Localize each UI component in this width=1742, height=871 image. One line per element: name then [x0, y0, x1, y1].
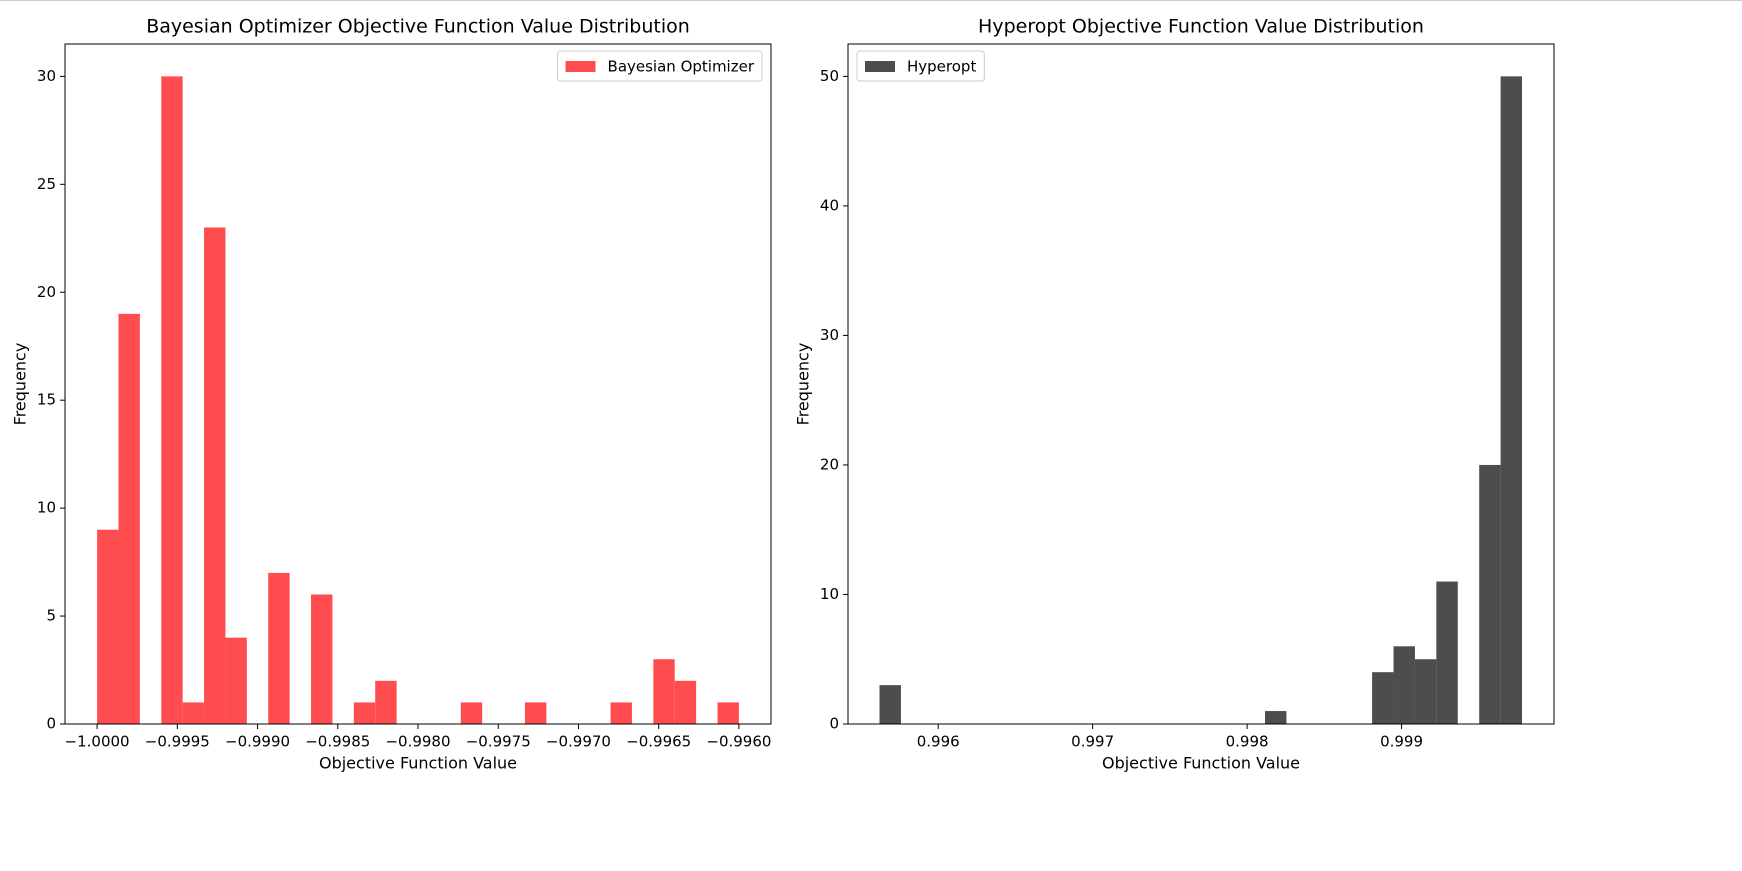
x-tick-label: −0.9990 — [225, 733, 290, 751]
histogram-bar — [717, 702, 739, 724]
histogram-bar — [1436, 581, 1458, 724]
chart-title: Bayesian Optimizer Objective Function Va… — [146, 16, 690, 38]
legend-swatch — [565, 61, 596, 72]
histogram-bar — [118, 313, 140, 724]
histogram-bar — [1479, 464, 1501, 724]
x-tick-label: 0.999 — [1380, 733, 1423, 751]
x-tick-label: −0.9980 — [385, 733, 450, 751]
histogram-bar — [1372, 672, 1394, 724]
subplot: 0.996 0.997 0.998 0.999 0 10 20 30 40 50 Hyperopt … — [794, 16, 1555, 773]
axes-frame — [847, 43, 1555, 725]
histogram-bar — [1393, 646, 1415, 724]
y-axis-label: Frequency — [11, 343, 30, 426]
histogram-bar — [268, 572, 290, 724]
histogram-bar — [225, 637, 247, 724]
y-tick-label: 25 — [37, 175, 56, 193]
x-tick-label: −0.9960 — [706, 733, 771, 751]
histogram-bar — [353, 702, 376, 724]
legend-box — [856, 50, 985, 82]
histogram-bar — [674, 680, 697, 724]
histogram-bar — [653, 659, 675, 724]
legend: Hyperopt — [856, 50, 985, 82]
legend-swatch — [865, 61, 895, 72]
histogram-bar — [375, 680, 397, 724]
y-tick-label: 5 — [46, 607, 56, 625]
x-tick-label: 0.998 — [1226, 733, 1269, 751]
x-tick-label: −0.9995 — [145, 733, 210, 751]
x-axis-label: Objective Function Value — [1102, 754, 1300, 773]
y-tick-label: 40 — [820, 196, 839, 214]
histogram-bar — [460, 702, 483, 724]
x-tick-label: −0.9985 — [305, 733, 370, 751]
y-tick-label: 0 — [46, 715, 56, 733]
y-tick-label: 20 — [37, 283, 56, 301]
x-tick-label: 0.997 — [1071, 733, 1114, 751]
legend: Bayesian Optimizer — [557, 50, 763, 82]
chart-title: Hyperopt Objective Function Value Distri… — [978, 16, 1424, 38]
y-tick-label: 50 — [820, 67, 839, 85]
legend-label: Bayesian Optimizer — [608, 58, 755, 76]
x-tick-label: 0.996 — [917, 733, 960, 751]
y-tick-label: 20 — [820, 455, 839, 473]
histogram-bar — [1265, 711, 1287, 724]
histogram-bar — [97, 529, 119, 724]
subplot: −1.0000 −0.9995 −0.9990 −0.9985 −0.9980 −0.99… — [11, 16, 772, 773]
y-tick-label: 10 — [820, 585, 839, 603]
y-tick-label: 0 — [829, 715, 839, 733]
y-tick-label: 10 — [37, 499, 56, 517]
x-tick-label: −0.9970 — [546, 733, 611, 751]
histogram-bar — [204, 227, 226, 724]
histogram-bar — [1414, 659, 1437, 724]
y-tick-label: 30 — [820, 326, 839, 344]
histogram-bar — [610, 702, 632, 724]
x-tick-label: −0.9975 — [466, 733, 531, 751]
histogram-bar — [182, 702, 205, 724]
histogram-bar — [524, 702, 547, 724]
histogram-bar — [311, 594, 333, 724]
histogram-bar — [161, 76, 183, 724]
x-axis-label: Objective Function Value — [319, 754, 517, 773]
legend-label: Hyperopt — [907, 58, 976, 76]
x-tick-label: −0.9965 — [626, 733, 691, 751]
y-tick-label: 30 — [37, 67, 56, 85]
histogram-bar — [879, 685, 901, 724]
legend-box — [557, 50, 763, 82]
x-tick-label: −1.0000 — [65, 733, 130, 751]
y-axis-label: Frequency — [794, 343, 813, 426]
y-tick-label: 15 — [37, 391, 56, 409]
histogram-bar — [1500, 76, 1523, 724]
